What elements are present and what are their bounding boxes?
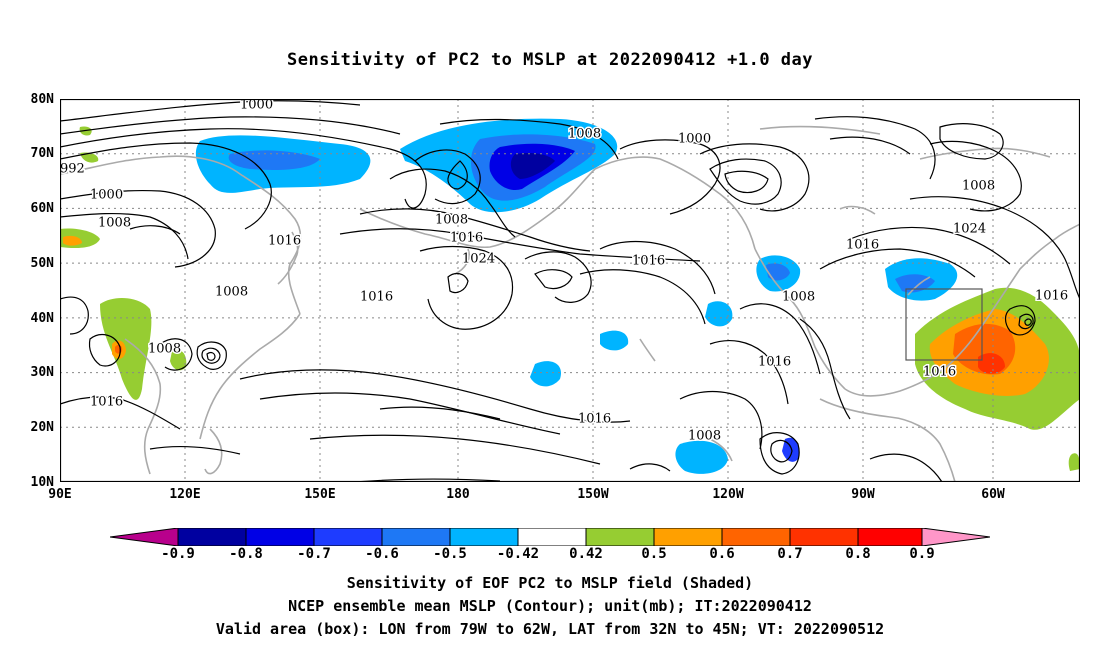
colorbar-swatch: [789, 528, 859, 546]
contour-label: 1016: [578, 412, 611, 427]
chart-title: Sensitivity of PC2 to MSLP at 2022090412…: [286, 50, 813, 70]
x-tick-label: 150W: [577, 487, 609, 502]
colorbar-swatch: [653, 528, 723, 546]
x-tick-label: 180: [446, 487, 470, 502]
y-tick-label: 80N: [30, 92, 54, 107]
colorbar-label: 0.5: [641, 546, 667, 562]
colorbar-label: -0.8: [229, 546, 263, 562]
colorbar-swatch: [177, 528, 247, 546]
colorbar-label: -0.9: [161, 546, 195, 562]
contour-label: 1024: [953, 222, 986, 237]
colorbar-label: 0.42: [569, 546, 603, 562]
y-tick-label: 20N: [30, 420, 54, 435]
contour-label: 1008: [568, 127, 601, 142]
colorbar: [110, 528, 990, 546]
y-tick-label: 10N: [30, 475, 54, 490]
x-tick-label: 150E: [304, 487, 336, 502]
shaded-sensitivity-layer: [60, 118, 1080, 474]
x-tick-label: 60W: [981, 487, 1005, 502]
y-tick-label: 40N: [30, 311, 54, 326]
colorbar-label: -0.6: [365, 546, 399, 562]
contour-label: 1016: [846, 238, 879, 253]
contour-label: 1008: [688, 429, 721, 444]
contour-label: 1016: [923, 365, 956, 380]
colorbar-max-triangle: [921, 528, 990, 546]
colorbar-label: 0.8: [845, 546, 871, 562]
map-panel: 1000 992 1000 1008 1008 1016 1008 1008 1…: [60, 99, 1080, 482]
caption-line-1: Sensitivity of EOF PC2 to MSLP field (Sh…: [346, 574, 754, 592]
colorbar-label: -0.5: [433, 546, 467, 562]
colorbar-label: 0.9: [909, 546, 935, 562]
colorbar-swatch: [517, 528, 587, 546]
x-tick-label: 90E: [48, 487, 72, 502]
contour-label: 1000: [240, 99, 273, 113]
contour-label: 1008: [148, 342, 181, 357]
y-tick-label: 70N: [30, 146, 54, 161]
colorbar-swatch: [245, 528, 315, 546]
colorbar-swatch: [313, 528, 383, 546]
mslp-contours: [60, 100, 1080, 482]
contour-label: 1016: [90, 395, 123, 410]
contour-label: 1000: [90, 188, 123, 203]
colorbar-swatch: [449, 528, 519, 546]
contour-label: 1000: [678, 132, 711, 147]
y-tick-label: 50N: [30, 256, 54, 271]
contour-label: 1008: [215, 285, 248, 300]
contour-label: 1008: [435, 213, 468, 228]
colorbar-label: -0.42: [496, 546, 540, 562]
colorbar-swatch: [721, 528, 791, 546]
colorbar-label: 0.6: [709, 546, 735, 562]
contour-label: 1016: [360, 290, 393, 305]
grid-lines: [60, 99, 1080, 482]
contour-label: 1016: [632, 254, 665, 269]
colorbar-label: -0.7: [297, 546, 331, 562]
valid-area-box: [905, 288, 983, 361]
colorbar-label: 0.7: [777, 546, 803, 562]
caption-line-2: NCEP ensemble mean MSLP (Contour); unit(…: [288, 597, 812, 615]
caption-line-3: Valid area (box): LON from 79W to 62W, L…: [215, 620, 885, 638]
colorbar-swatch: [585, 528, 655, 546]
colorbar-swatch: [381, 528, 451, 546]
contour-label: 1008: [782, 290, 815, 305]
contour-label: 1016: [268, 234, 301, 249]
coastlines: [60, 125, 1080, 482]
contour-label: 992: [60, 162, 85, 177]
contour-label: 1008: [98, 216, 131, 231]
x-tick-label: 120E: [169, 487, 201, 502]
contour-label: 1024: [462, 252, 495, 267]
contour-labels: 1000 992 1000 1008 1008 1016 1008 1008 1…: [60, 99, 1070, 445]
contour-label: 1016: [758, 355, 791, 370]
colorbar-swatch: [857, 528, 923, 546]
x-tick-label: 120W: [712, 487, 744, 502]
colorbar-min-triangle: [110, 528, 179, 546]
contour-label: 1016: [450, 231, 483, 246]
y-tick-label: 30N: [30, 365, 54, 380]
contour-label: 1016: [1035, 289, 1068, 304]
y-tick-label: 60N: [30, 201, 54, 216]
x-tick-label: 90W: [851, 487, 875, 502]
contour-label: 1008: [962, 179, 995, 194]
